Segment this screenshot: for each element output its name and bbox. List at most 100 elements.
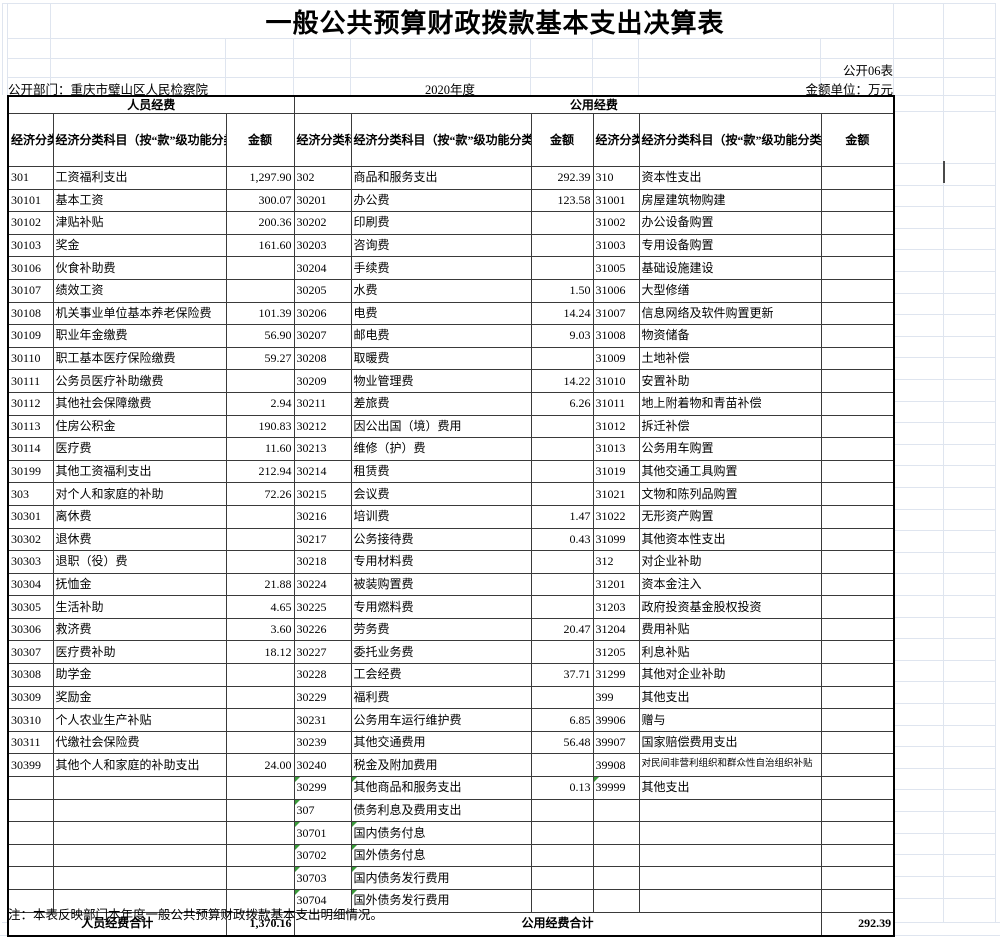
cell-amount: [820, 753, 895, 778]
cell-amount: 2.94: [225, 391, 295, 416]
cell-amount: [530, 866, 594, 890]
cell-code: 399: [592, 685, 640, 710]
cell-name: 物资储备: [638, 324, 822, 348]
col-header-code: 经济分类科目编码: [293, 113, 352, 167]
cell-code: 30199: [7, 459, 54, 484]
cell-amount: [820, 821, 895, 845]
cell-amount: [530, 414, 594, 439]
cell-amount: [820, 211, 895, 235]
cell-amount: [225, 663, 295, 687]
cell-amount: 123.58: [530, 188, 594, 213]
cell-name: 专用材料费: [350, 550, 532, 574]
table-row: 303 对个人和家庭的补助 72.26 30215 会议费 31021 文物和陈列品购置: [7, 482, 895, 506]
cell-amount: [225, 866, 295, 890]
cell-name: 土地补偿: [638, 346, 822, 371]
cell-amount: 101.39: [225, 301, 295, 326]
cell-code: 31005: [592, 256, 640, 280]
cell-code: 30111: [7, 369, 54, 393]
cell-amount: [820, 166, 895, 190]
cell-name: 国内债务付息: [350, 821, 532, 845]
public-total-label: 公用经费合计: [293, 911, 822, 937]
table-row: 30301 离休费 30216 培训费 1.47 31022 无形资产购置: [7, 504, 895, 529]
cell-name: 无形资产购置: [638, 504, 822, 529]
cell-code: 30216: [293, 504, 352, 529]
cell-code: 31009: [592, 346, 640, 371]
cell-name: 印刷费: [350, 211, 532, 235]
public-band-label: 公用经费: [293, 95, 895, 114]
cell-code: 31204: [592, 617, 640, 642]
cell-code: 31011: [592, 391, 640, 416]
cell-code: 30310: [7, 708, 54, 732]
cell-code: 31099: [592, 527, 640, 552]
cell-amount: [225, 730, 295, 755]
cell-code: 30109: [7, 324, 54, 348]
cell-name: 邮电费: [350, 324, 532, 348]
table-row: 30299 其他商品和服务支出 0.13 39999 其他支出: [7, 776, 895, 800]
cell-amount: [530, 346, 594, 371]
personnel-total-label: 人员经费合计: [7, 911, 227, 937]
cell-code: [592, 821, 640, 845]
cell-name: 住房公积金: [52, 414, 227, 439]
cell-amount: [225, 798, 295, 823]
cell-code: 30214: [293, 459, 352, 484]
table-row: 30199 其他工资福利支出 212.94 30214 租赁费 31019 其他交通工具购置: [7, 459, 895, 484]
department-label: 公开部门：重庆市璧山区人民检察院: [8, 83, 209, 97]
cell-amount: [820, 685, 895, 710]
cell-amount: 21.88: [225, 572, 295, 597]
cell-amount: [820, 550, 895, 574]
expenditure-table: 人员经费 公用经费 经济分类科目编码 经济分类科目（按“款”级功能分类科目） 金…: [7, 95, 896, 937]
cell-code: 31021: [592, 482, 640, 506]
cell-name: 政府投资基金股权投资: [638, 595, 822, 619]
table-row: 30302 退休费 30217 公务接待费 0.43 31099 其他资本性支出: [7, 527, 895, 552]
cell-code: 30209: [293, 369, 352, 393]
cell-name: 其他交通费用: [350, 730, 532, 755]
cell-name: 电费: [350, 301, 532, 326]
sheet-number-label: 公开06表: [842, 64, 893, 78]
cell-code: 30110: [7, 346, 54, 371]
cell-amount: 72.26: [225, 482, 295, 506]
cell-name: 公务员医疗补助缴费: [52, 369, 227, 393]
cell-name: 资本性支出: [638, 166, 822, 190]
cell-name: 福利费: [350, 685, 532, 710]
cell-code: 30305: [7, 595, 54, 619]
cell-code: 31022: [592, 504, 640, 529]
cell-amount: [820, 866, 895, 890]
cell-amount: [820, 617, 895, 642]
cell-amount: [820, 324, 895, 348]
cell-amount: [820, 459, 895, 484]
cell-name: 债务利息及费用支出: [350, 798, 532, 823]
cell-amount: [820, 482, 895, 506]
table-row: 30109 职业年金缴费 56.90 30207 邮电费 9.03 31008 物资储备: [7, 324, 895, 348]
cell-code: 30702: [293, 843, 352, 868]
footnote: 注：本表反映部门本年度一般公共预算财政拨款基本支出明细情况。: [8, 908, 384, 922]
cell-code: 31012: [592, 414, 640, 439]
col-header-subject: 经济分类科目（按“款”级功能分类科目）: [638, 113, 822, 167]
cell-name: 其他社会保障缴费: [52, 391, 227, 416]
cell-code: 307: [293, 798, 352, 823]
section-band-row: 人员经费 公用经费: [7, 95, 895, 114]
cell-code: 30225: [293, 595, 352, 619]
cell-name: 基础设施建设: [638, 256, 822, 280]
cell-name: [638, 866, 822, 890]
col-header-amount: 金额: [820, 113, 895, 167]
cell-code: 30309: [7, 685, 54, 710]
cell-name: 手续费: [350, 256, 532, 280]
cell-amount: 0.13: [530, 776, 594, 800]
cell-amount: [820, 730, 895, 755]
cell-amount: [530, 482, 594, 506]
cell-name: 咨询费: [350, 233, 532, 258]
column-header-row: 经济分类科目编码 经济分类科目（按“款”级功能分类科目） 金额 经济分类科目编码…: [7, 113, 895, 167]
cell-name: 津贴补贴: [52, 211, 227, 235]
cell-code: 30224: [293, 572, 352, 597]
cell-name: 离休费: [52, 504, 227, 529]
cell-name: 委托业务费: [350, 640, 532, 665]
cell-amount: [225, 278, 295, 303]
cell-name: 绩效工资: [52, 278, 227, 303]
cell-name: 拆迁补偿: [638, 414, 822, 439]
col-header-code: 经济分类科目编码: [7, 113, 54, 167]
cell-code: 31007: [592, 301, 640, 326]
cell-amount: 56.90: [225, 324, 295, 348]
table-row: 30112 其他社会保障缴费 2.94 30211 差旅费 6.26 31011 地上附着物和…: [7, 391, 895, 416]
cell-name: 信息网络及软件购置更新: [638, 301, 822, 326]
cell-code: 302: [293, 166, 352, 190]
